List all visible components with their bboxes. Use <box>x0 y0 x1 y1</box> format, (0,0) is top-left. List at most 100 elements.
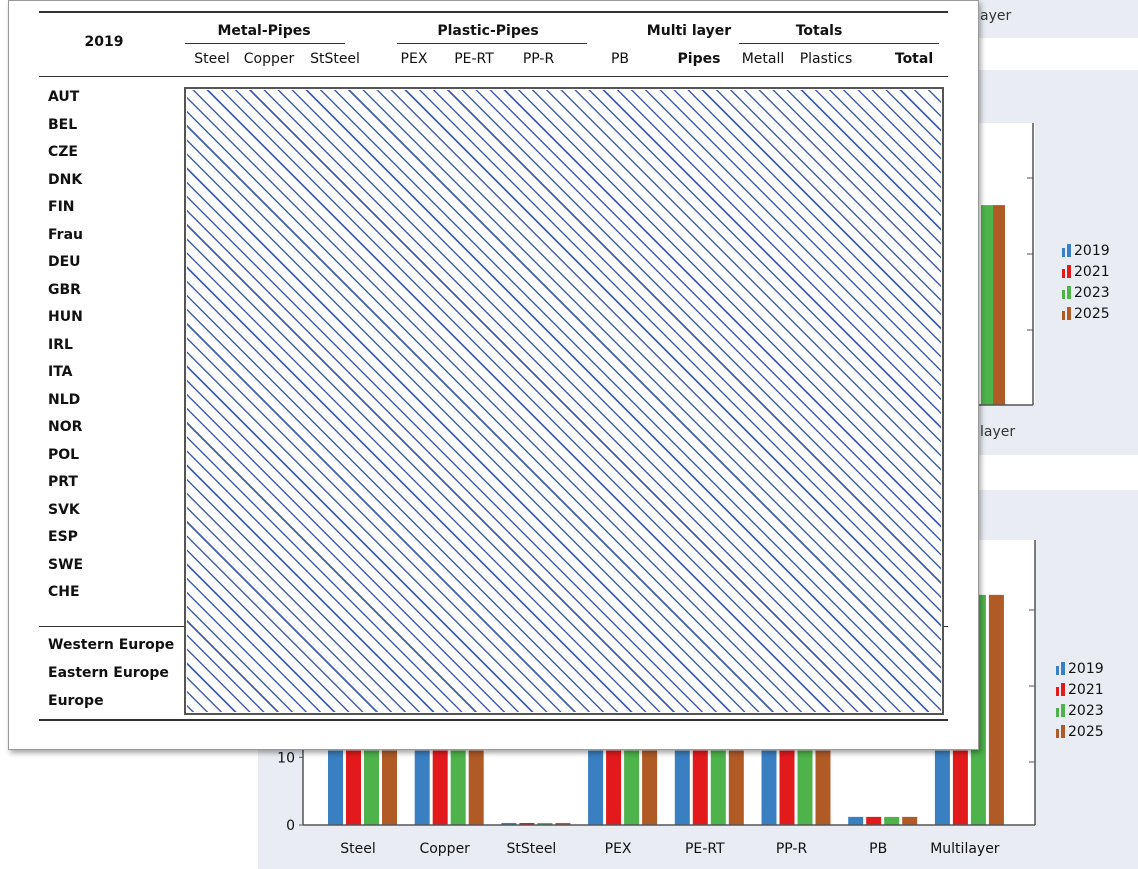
bar-pb-2021 <box>866 817 881 825</box>
col-metall: Metall <box>737 51 789 67</box>
chart-upper-svg <box>975 123 1035 413</box>
row-label-che: CHE <box>48 584 80 600</box>
legend-item-2023: 2023 <box>1056 700 1104 721</box>
legend-label: 2021 <box>1074 264 1110 280</box>
header-year: 2019 <box>69 34 139 50</box>
legend-label: 2021 <box>1068 682 1104 698</box>
row-label-swe: SWE <box>48 557 83 573</box>
legend-swatch-icon <box>1056 704 1065 717</box>
bar-pb-2023 <box>884 817 899 825</box>
bar-pb-2019 <box>848 817 863 825</box>
legend-label: 2023 <box>1068 703 1104 719</box>
legend-label: 2023 <box>1074 285 1110 301</box>
x-tick-label: StSteel <box>506 841 556 857</box>
col-copper: Copper <box>239 51 299 67</box>
col-pe-rt: PE-RT <box>444 51 504 67</box>
axis-fragment-mid: layer <box>980 424 1015 440</box>
row-label-frau: Frau <box>48 227 83 243</box>
bar-pp-r-2019 <box>762 751 777 825</box>
rule-top <box>39 11 948 13</box>
x-tick-label: PP-R <box>776 841 808 857</box>
region-label-europe: Europe <box>48 693 104 709</box>
legend-swatch-icon <box>1062 244 1071 257</box>
legend-item-2025: 2025 <box>1062 303 1110 324</box>
col-total: Total <box>889 51 939 67</box>
hatched-redaction-area <box>184 87 944 715</box>
row-label-nld: NLD <box>48 392 80 408</box>
bar-copper-2019 <box>415 751 430 825</box>
bar-pex-2025 <box>642 751 657 825</box>
bar-copper-2023 <box>451 751 466 825</box>
col-plastics: Plastics <box>791 51 861 67</box>
legend-item-2023: 2023 <box>1062 282 1110 303</box>
header-group-totals: Totals <box>779 23 859 39</box>
rule-header-bottom <box>39 76 948 77</box>
x-tick-label: PE-RT <box>685 841 725 857</box>
row-label-prt: PRT <box>48 474 78 490</box>
row-label-deu: DEU <box>48 254 81 270</box>
legend-label: 2025 <box>1074 306 1110 322</box>
bar-pex-2021 <box>606 751 621 825</box>
x-tick-label: Copper <box>419 841 470 857</box>
bar-pe-rt-2023 <box>711 751 726 825</box>
row-label-gbr: GBR <box>48 282 81 298</box>
legend-item-2019: 2019 <box>1056 658 1104 679</box>
region-label-eastern-europe: Eastern Europe <box>48 665 169 681</box>
bar-steel-2019 <box>328 751 343 825</box>
bar-multilayer-2019 <box>935 751 950 825</box>
bar-pp-r-2021 <box>780 751 795 825</box>
row-label-nor: NOR <box>48 419 82 435</box>
bar-copper-2025 <box>469 751 484 825</box>
row-label-dnk: DNK <box>48 172 82 188</box>
row-label-pol: POL <box>48 447 79 463</box>
x-tick-label: Steel <box>340 841 376 857</box>
legend-label: 2019 <box>1074 243 1110 259</box>
col-pex: PEX <box>394 51 434 67</box>
legend-label: 2019 <box>1068 661 1104 677</box>
bar-multilayer-2025 <box>993 205 1005 405</box>
bar-multilayer-2023 <box>981 205 993 405</box>
row-label-fin: FIN <box>48 199 75 215</box>
y-tick-label: 0 <box>286 818 295 834</box>
bar-copper-2021 <box>433 751 448 825</box>
legend-upper: 2019 2021 2023 2025 <box>1062 240 1110 324</box>
legend-item-2021: 2021 <box>1056 679 1104 700</box>
row-label-svk: SVK <box>48 502 80 518</box>
row-label-aut: AUT <box>48 89 79 105</box>
axis-fragment-top: ayer <box>980 8 1011 24</box>
legend-swatch-icon <box>1056 725 1065 738</box>
bar-pex-2023 <box>624 751 639 825</box>
bar-steel-2023 <box>364 751 379 825</box>
legend-swatch-icon <box>1056 683 1065 696</box>
bar-multilayer-2025 <box>989 595 1004 825</box>
bar-steel-2025 <box>382 751 397 825</box>
legend-lower: 2019 2021 2023 2025 <box>1056 658 1104 742</box>
y-tick-label: 10 <box>277 750 295 766</box>
row-label-ita: ITA <box>48 364 73 380</box>
legend-swatch-icon <box>1062 286 1071 299</box>
header-group-multilayer: Multi layer <box>639 23 739 39</box>
bar-multilayer-2021 <box>953 751 968 825</box>
col-pipes: Pipes <box>669 51 729 67</box>
row-label-irl: IRL <box>48 337 73 353</box>
x-tick-label: PEX <box>605 841 632 857</box>
col-pp-r: PP-R <box>511 51 566 67</box>
row-label-hun: HUN <box>48 309 83 325</box>
legend-swatch-icon <box>1062 307 1071 320</box>
row-label-esp: ESP <box>48 529 78 545</box>
legend-swatch-icon <box>1062 265 1071 278</box>
bar-pp-r-2023 <box>798 751 813 825</box>
header-group-metal: Metal-Pipes <box>214 23 314 39</box>
header-group-plastic: Plastic-Pipes <box>433 23 543 39</box>
row-label-cze: CZE <box>48 144 78 160</box>
rule-bottom <box>39 719 948 721</box>
rule-group-metal <box>185 43 345 44</box>
bar-pe-rt-2025 <box>729 751 744 825</box>
col-ststeel: StSteel <box>305 51 365 67</box>
legend-item-2021: 2021 <box>1062 261 1110 282</box>
legend-swatch-icon <box>1056 662 1065 675</box>
legend-item-2019: 2019 <box>1062 240 1110 261</box>
row-label-bel: BEL <box>48 117 77 133</box>
col-steel: Steel <box>187 51 237 67</box>
bar-pex-2019 <box>588 751 603 825</box>
